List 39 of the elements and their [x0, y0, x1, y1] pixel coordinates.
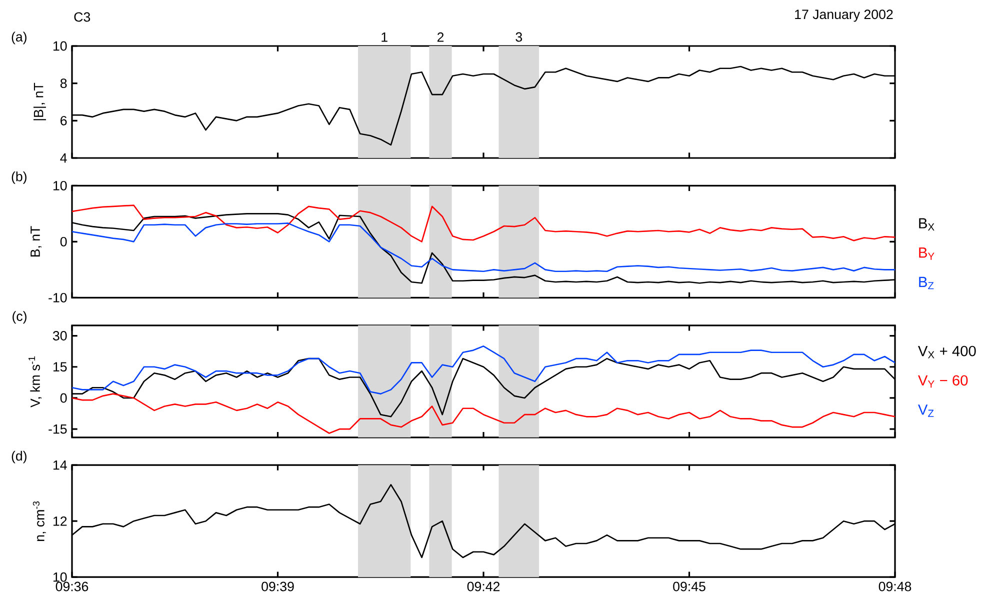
band-label: 2: [437, 32, 444, 42]
y-axis-title: V, km s$^{-1}$: [28, 356, 42, 408]
y-tick-label: 10: [53, 41, 67, 51]
y-tick-label: -15: [48, 424, 67, 434]
chart-title: (d): [12, 450, 26, 464]
chart-title: (c): [12, 311, 26, 324]
y-axis-title: n, cm$^{-3}$: [32, 501, 46, 541]
y-tick-label: 10: [53, 180, 67, 190]
line-series: [72, 204, 896, 242]
y-tick-label: 0: [60, 393, 67, 403]
x-tick-label: 09:39: [262, 582, 294, 592]
y-tick-label: 4: [60, 153, 67, 163]
series-label: B$_{Y}$: [919, 248, 934, 260]
y-tick-label: -10: [48, 292, 67, 302]
text: V$_{Z}$: [918, 404, 934, 417]
text: V$_{X}$ + 400: [918, 346, 976, 358]
text: B$_{X}$: [919, 218, 934, 230]
x-tick-label: 09:42: [467, 582, 500, 592]
text: V$_{Y}$ − 60: [918, 375, 968, 388]
y-tick-label: 30: [52, 331, 67, 340]
band-label: 1: [382, 32, 388, 42]
text: C3: [74, 12, 90, 22]
chart-title: (b): [12, 171, 26, 184]
x-tick-label: 09:45: [673, 582, 706, 592]
x-tick-label: 09:36: [56, 582, 88, 592]
text: 17 January 2002: [795, 10, 893, 22]
series-label: B$_{Z}$: [919, 276, 934, 290]
y-tick-label: 6: [60, 116, 67, 126]
y-axis-title: B, nT: [30, 226, 42, 257]
y-tick-label: 10: [53, 572, 67, 582]
chart-title: (a): [12, 32, 26, 44]
x-tick-label: 09:48: [878, 582, 912, 592]
band-label: 3: [516, 32, 522, 42]
y-tick-label: 15: [53, 362, 67, 372]
y-tick-label: 12: [53, 516, 67, 526]
y-tick-label: 14: [53, 460, 67, 470]
y-tick-label: 8: [60, 78, 67, 88]
y-tick-label: 0: [60, 236, 67, 246]
y-axis-title: |B|, nT: [33, 82, 46, 120]
